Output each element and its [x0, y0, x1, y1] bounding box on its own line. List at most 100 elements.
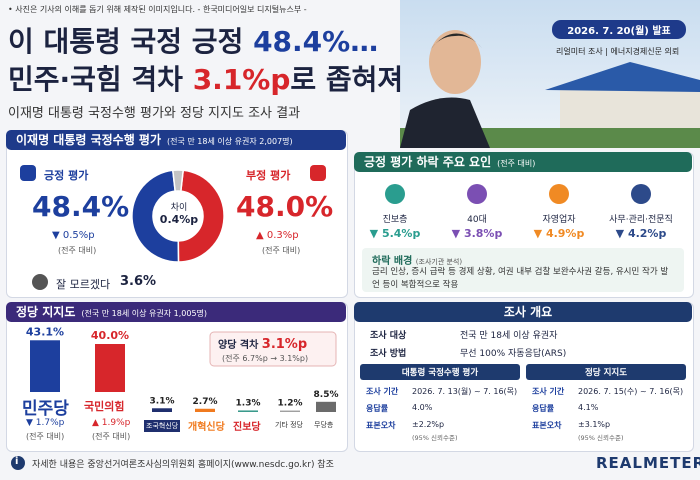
table-title: 정당 지지도 [584, 368, 628, 378]
donut-slice [131, 169, 180, 263]
date: 2026. 7. 20(월) 발표 [567, 26, 671, 37]
overview-header-bg [354, 302, 692, 322]
overview-key: 조사 대상 [370, 331, 407, 341]
question-icon [32, 274, 48, 290]
table-value: 2026. 7. 15(수) ~ 7. 16(목) [578, 387, 684, 396]
bar-label: 1.2% [278, 399, 303, 409]
table-key: 표본오차 [532, 421, 562, 430]
week-note: (전주 대비) [92, 432, 131, 441]
factor-value: ▼ 5.4%p [369, 227, 421, 240]
party-name: 국민의힘 [84, 400, 125, 413]
overview-key: 조사 방법 [370, 349, 407, 359]
title-line-1: 이 대통령 국정 긍정 48.4%… [8, 20, 378, 60]
positive-change: ▼ 0.5%p [52, 230, 95, 241]
bar [152, 408, 172, 412]
thumb-down-icon [310, 165, 326, 181]
party-name: 무당층 [314, 421, 334, 429]
building-roof [545, 62, 700, 92]
table-key: 응답률 [532, 404, 555, 413]
party-name: 개혁신당 [188, 422, 225, 433]
table-key: 표본오차 [366, 421, 396, 430]
table-key: 조사 기간 [532, 387, 565, 396]
person-face [429, 30, 481, 94]
bar [30, 340, 60, 392]
center-value: 0.4%p [159, 213, 199, 226]
factor-label: 40대 [467, 215, 487, 225]
donut-slice [171, 169, 185, 192]
overview-value: 무선 100% 자동응답(ARS) [460, 349, 567, 359]
factor-icon [385, 184, 405, 204]
gap-label-text: 양당 격차 [218, 340, 259, 351]
week-note: (전주 대비) [262, 246, 301, 255]
party-change: ▲ 1.9%p [92, 418, 131, 428]
background-title: 하락 배경 (조사기관 분석) [372, 252, 462, 267]
table-key: 조사 기간 [366, 387, 399, 396]
gap-value: 3.1%p [261, 337, 308, 352]
source: 리얼미터 조사 | 에너지경제신문 의뢰 [556, 47, 680, 56]
source-text: 리얼미터 조사 [556, 47, 603, 56]
party-heading: 정당 지지도 (전국 만 18세 이상 유권자 1,005명) [6, 302, 207, 324]
title-highlight: 3.1%p [192, 63, 291, 96]
title-text: 이 대통령 국정 긍정 [8, 25, 244, 58]
source-text: 에너지경제신문 의뢰 [610, 47, 680, 56]
bar [280, 410, 300, 412]
bar-label: 43.1% [26, 325, 64, 338]
party-name: 조국혁신당 [144, 420, 181, 432]
approval-header-bg [6, 130, 346, 150]
title-line-2: 민주·국힘 격차 3.1%p로 좁혀져 [8, 58, 403, 98]
unknown-value: 3.6% [120, 274, 157, 289]
table-value: 2026. 7. 13(월) ~ 7. 16(목) [412, 387, 518, 396]
positive-value: 48.4% [32, 190, 130, 223]
factor-icon [631, 184, 651, 204]
title-highlight: 48.4%… [253, 25, 379, 58]
table-value: ±2.2%p [412, 420, 445, 429]
bar-label: 2.7% [193, 397, 218, 407]
week-note: (전주 대비) [58, 246, 97, 255]
donut-slice [177, 169, 225, 263]
party-panel [6, 302, 348, 452]
title-text: 민주·국힘 격차 [8, 63, 183, 96]
logo: REALMETER [596, 454, 700, 472]
factor-value: ▼ 4.2%p [615, 227, 667, 240]
party-header-bg [6, 302, 346, 322]
party-name: 진보당 [233, 422, 261, 433]
bar-label: 8.5% [314, 390, 339, 400]
factors-heading: 긍정 평가 하락 주요 요인 (전주 대비) [354, 152, 535, 174]
table-confidence: (95% 신뢰수준) [412, 434, 458, 442]
table-value: ±3.1%p [578, 420, 611, 429]
gap-note: (전주 6.7%p → 3.1%p) [222, 354, 309, 363]
footer-note: 자세한 내용은 중앙선거여론조사심의위원회 홈페이지(www.nesdc.go.… [32, 460, 334, 470]
disclaimer: • 사진은 기사의 이해를 돕기 위해 제작된 이미지입니다. - 한국미디어일… [8, 5, 307, 14]
bar [95, 344, 125, 392]
background-box [362, 248, 684, 292]
bar [238, 410, 258, 412]
unknown-label: 잘 모르겠다 [56, 278, 111, 291]
heading-text: 이재명 대통령 국정수행 평가 [16, 133, 162, 147]
background-note: (조사기관 분석) [415, 258, 463, 266]
table-title-bg [526, 364, 686, 380]
bar-label: 40.0% [91, 329, 129, 342]
negative-label: 부정 평가 [246, 169, 291, 182]
factor-value: ▼ 3.8%p [451, 227, 503, 240]
negative-value: 48.0% [236, 190, 334, 223]
negative-change: ▲ 0.3%p [256, 230, 299, 241]
approval-panel [6, 130, 348, 298]
info-icon [11, 456, 25, 470]
heading-note: (전국 만 18세 이상 유권자 2,007명) [167, 137, 293, 146]
table-title-bg [360, 364, 520, 380]
center-label: 차이 [170, 203, 188, 213]
party-name: 기타 정당 [275, 421, 303, 429]
gap-label: 양당 격차 3.1%p [218, 336, 307, 352]
party-name: 민주당 [22, 399, 69, 419]
bar [316, 401, 336, 412]
factor-value: ▼ 4.9%p [533, 227, 585, 240]
title-text: 로 좁혀져 [290, 63, 404, 96]
table-confidence: (95% 신뢰수준) [578, 434, 624, 442]
table-title: 대통령 국정수행 평가 [401, 368, 479, 378]
subtitle: 이재명 대통령 국정수행 평가와 정당 지지도 조사 결과 [8, 106, 301, 121]
person-hair [430, 33, 482, 50]
bar-label: 3.1% [150, 396, 175, 406]
approval-heading: 이재명 대통령 국정수행 평가 (전국 만 18세 이상 유권자 2,007명) [6, 130, 293, 152]
table-key: 응답률 [366, 404, 389, 413]
date-badge [552, 20, 686, 39]
